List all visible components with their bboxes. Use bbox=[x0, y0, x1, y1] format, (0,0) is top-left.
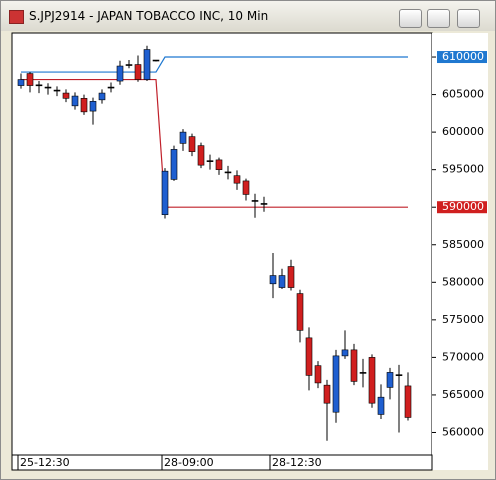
price-tag bbox=[437, 51, 487, 64]
candle-body bbox=[143, 49, 151, 80]
candle-body bbox=[368, 357, 376, 404]
candle-body bbox=[80, 98, 88, 113]
candle-body bbox=[17, 79, 25, 86]
candle-body bbox=[152, 59, 160, 62]
candle-body bbox=[341, 349, 349, 357]
candle-body bbox=[107, 86, 115, 89]
candle-body bbox=[224, 171, 232, 174]
y-tick-label: 585000 bbox=[442, 238, 484, 251]
candle-body bbox=[260, 203, 268, 205]
candle-body bbox=[296, 293, 304, 331]
price-tag bbox=[437, 201, 487, 214]
y-tick-label: 580000 bbox=[442, 275, 484, 288]
candle-body bbox=[188, 136, 196, 152]
y-tick-label: 565000 bbox=[442, 388, 484, 401]
candle-body bbox=[359, 372, 367, 374]
y-tick-label: 575000 bbox=[442, 313, 484, 326]
candle-body bbox=[314, 365, 322, 384]
candle-body bbox=[350, 349, 358, 382]
candle-body bbox=[206, 160, 214, 162]
x-tick-label: 28-09:00 bbox=[164, 456, 214, 469]
candle-body bbox=[179, 131, 187, 144]
candle-body bbox=[89, 101, 97, 112]
candle-body bbox=[242, 180, 250, 195]
candle-body bbox=[53, 89, 61, 92]
candle-body bbox=[134, 64, 142, 80]
y-tick-label: 600000 bbox=[442, 125, 484, 138]
candle-body bbox=[62, 92, 70, 99]
close-button[interactable] bbox=[457, 9, 480, 28]
candle-body bbox=[125, 64, 133, 66]
app-icon bbox=[9, 10, 24, 24]
x-tick-label: 28-12:30 bbox=[272, 456, 322, 469]
price-tag-label: 590000 bbox=[442, 200, 484, 213]
candle-body bbox=[170, 149, 178, 180]
minimize-button[interactable] bbox=[399, 9, 422, 28]
candle-body bbox=[161, 170, 169, 216]
candle-body bbox=[395, 374, 403, 376]
candle-body bbox=[251, 200, 259, 202]
candle-body bbox=[98, 92, 106, 101]
candle-body bbox=[386, 372, 394, 388]
time-axis-area bbox=[11, 454, 433, 471]
level-line bbox=[21, 78, 408, 208]
candle-body bbox=[332, 355, 340, 413]
candle-body bbox=[323, 384, 331, 404]
candle-body bbox=[404, 385, 412, 418]
candle-body bbox=[215, 159, 223, 170]
y-tick-label: 560000 bbox=[442, 425, 484, 438]
window-title: S.JPJ2914 - JAPAN TOBACCO INC, 10 Min bbox=[29, 9, 269, 23]
candle-body bbox=[287, 266, 295, 288]
level-line bbox=[21, 56, 408, 73]
price-tag-label: 610000 bbox=[442, 50, 484, 63]
candle-body bbox=[116, 65, 124, 82]
price-axis-area bbox=[432, 33, 488, 470]
y-tick-label: 570000 bbox=[442, 350, 484, 363]
candle-body bbox=[377, 396, 385, 415]
candle-body bbox=[197, 145, 205, 166]
candle-body bbox=[269, 275, 277, 285]
candle-body bbox=[71, 95, 79, 107]
y-tick-label: 595000 bbox=[442, 163, 484, 176]
candle-body bbox=[233, 175, 241, 184]
candle-body bbox=[44, 86, 52, 89]
candle-body bbox=[26, 73, 34, 86]
maximize-button[interactable] bbox=[427, 9, 450, 28]
candle-body bbox=[278, 275, 286, 288]
candle-body bbox=[305, 337, 313, 376]
y-tick-label: 605000 bbox=[442, 88, 484, 101]
title-bar: S.JPJ2914 - JAPAN TOBACCO INC, 10 Min bbox=[1, 1, 495, 31]
candle-body bbox=[35, 84, 43, 87]
x-tick-label: 25-12:30 bbox=[20, 456, 70, 469]
